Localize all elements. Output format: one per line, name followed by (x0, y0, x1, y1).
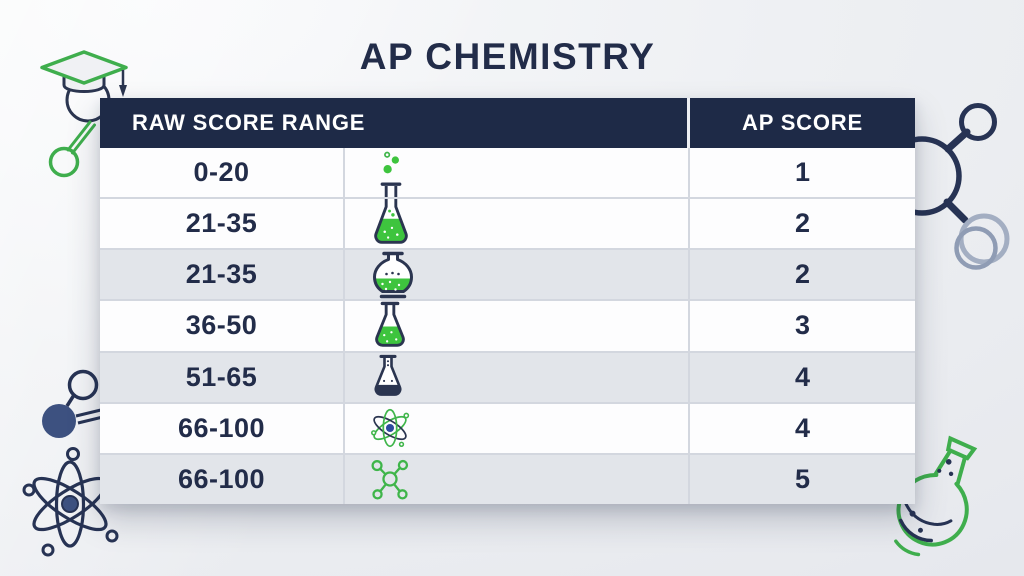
raw-score-range-cell: 0-20 (100, 148, 345, 198)
table-row: 36-50 3 (100, 299, 915, 351)
raw-score-range-cell: 66-100 (100, 403, 345, 453)
ap-score-cell: 2 (794, 259, 811, 290)
score-table: RAW SCORE RANGE AP SCORE 0-20 1 21-35 (100, 98, 915, 504)
ap-score-cell: 2 (794, 208, 811, 239)
row-icon-cell (345, 454, 690, 504)
table-row: 21-35 2 (100, 248, 915, 300)
table-body: 0-20 1 21-35 (100, 148, 915, 504)
ap-score-cell: 3 (794, 310, 811, 341)
table-row: 51-65 4 (100, 350, 915, 402)
header-ap-score: AP SCORE (742, 110, 863, 135)
table-row: 0-20 1 (100, 148, 915, 198)
page-title: AP CHEMISTRY (359, 36, 656, 77)
table-row: 66-100 5 (100, 452, 915, 504)
table-row: 66-100 4 (100, 401, 915, 453)
ap-score-cell: 5 (794, 463, 811, 494)
ap-score-cell: 4 (794, 361, 811, 392)
row-icon-cell (345, 301, 690, 351)
atom-icon (371, 409, 410, 448)
erlenmeyer-flask-navy-icon (374, 355, 402, 397)
header-raw-score-range: RAW SCORE RANGE (100, 98, 690, 148)
table-header-row: RAW SCORE RANGE AP SCORE (100, 98, 915, 148)
raw-score-range-cell: 21-35 (100, 250, 345, 300)
bubbles-icon (380, 151, 402, 198)
row-icon-cell (345, 403, 690, 453)
raw-score-range-cell: 66-100 (100, 454, 345, 504)
erlenmeyer-flask-green-icon (374, 199, 408, 244)
row-icon-cell (345, 250, 690, 300)
molecule-icon (371, 460, 409, 500)
ap-score-cell: 4 (794, 412, 811, 443)
raw-score-range-cell: 51-65 (100, 352, 345, 402)
round-bottom-flask-green-icon (373, 251, 413, 299)
ap-score-cell: 1 (794, 157, 811, 188)
row-icon-cell (345, 148, 690, 198)
erlenmeyer-flask-green-icon (375, 301, 405, 347)
table-row: 21-35 2 (100, 197, 915, 249)
raw-score-range-cell: 21-35 (100, 199, 345, 249)
raw-score-range-cell: 36-50 (100, 301, 345, 351)
row-icon-cell (345, 199, 690, 249)
row-icon-cell (345, 352, 690, 402)
